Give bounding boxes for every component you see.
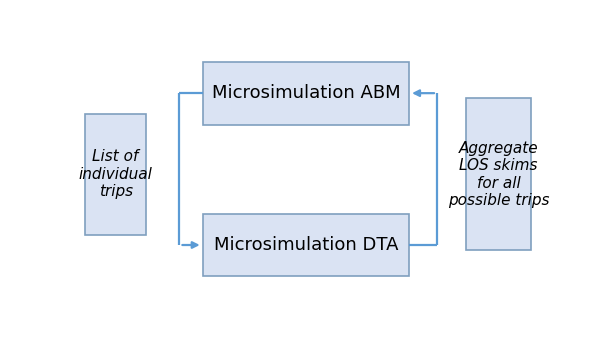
FancyBboxPatch shape [465,98,531,250]
Text: Microsimulation DTA: Microsimulation DTA [214,236,398,254]
Text: List of
individual
trips: List of individual trips [79,149,153,199]
Text: Microsimulation ABM: Microsimulation ABM [211,84,400,102]
Text: Aggregate
LOS skims
for all
possible trips: Aggregate LOS skims for all possible tri… [448,141,549,208]
FancyBboxPatch shape [202,62,409,124]
FancyBboxPatch shape [85,114,146,235]
FancyBboxPatch shape [202,214,409,276]
